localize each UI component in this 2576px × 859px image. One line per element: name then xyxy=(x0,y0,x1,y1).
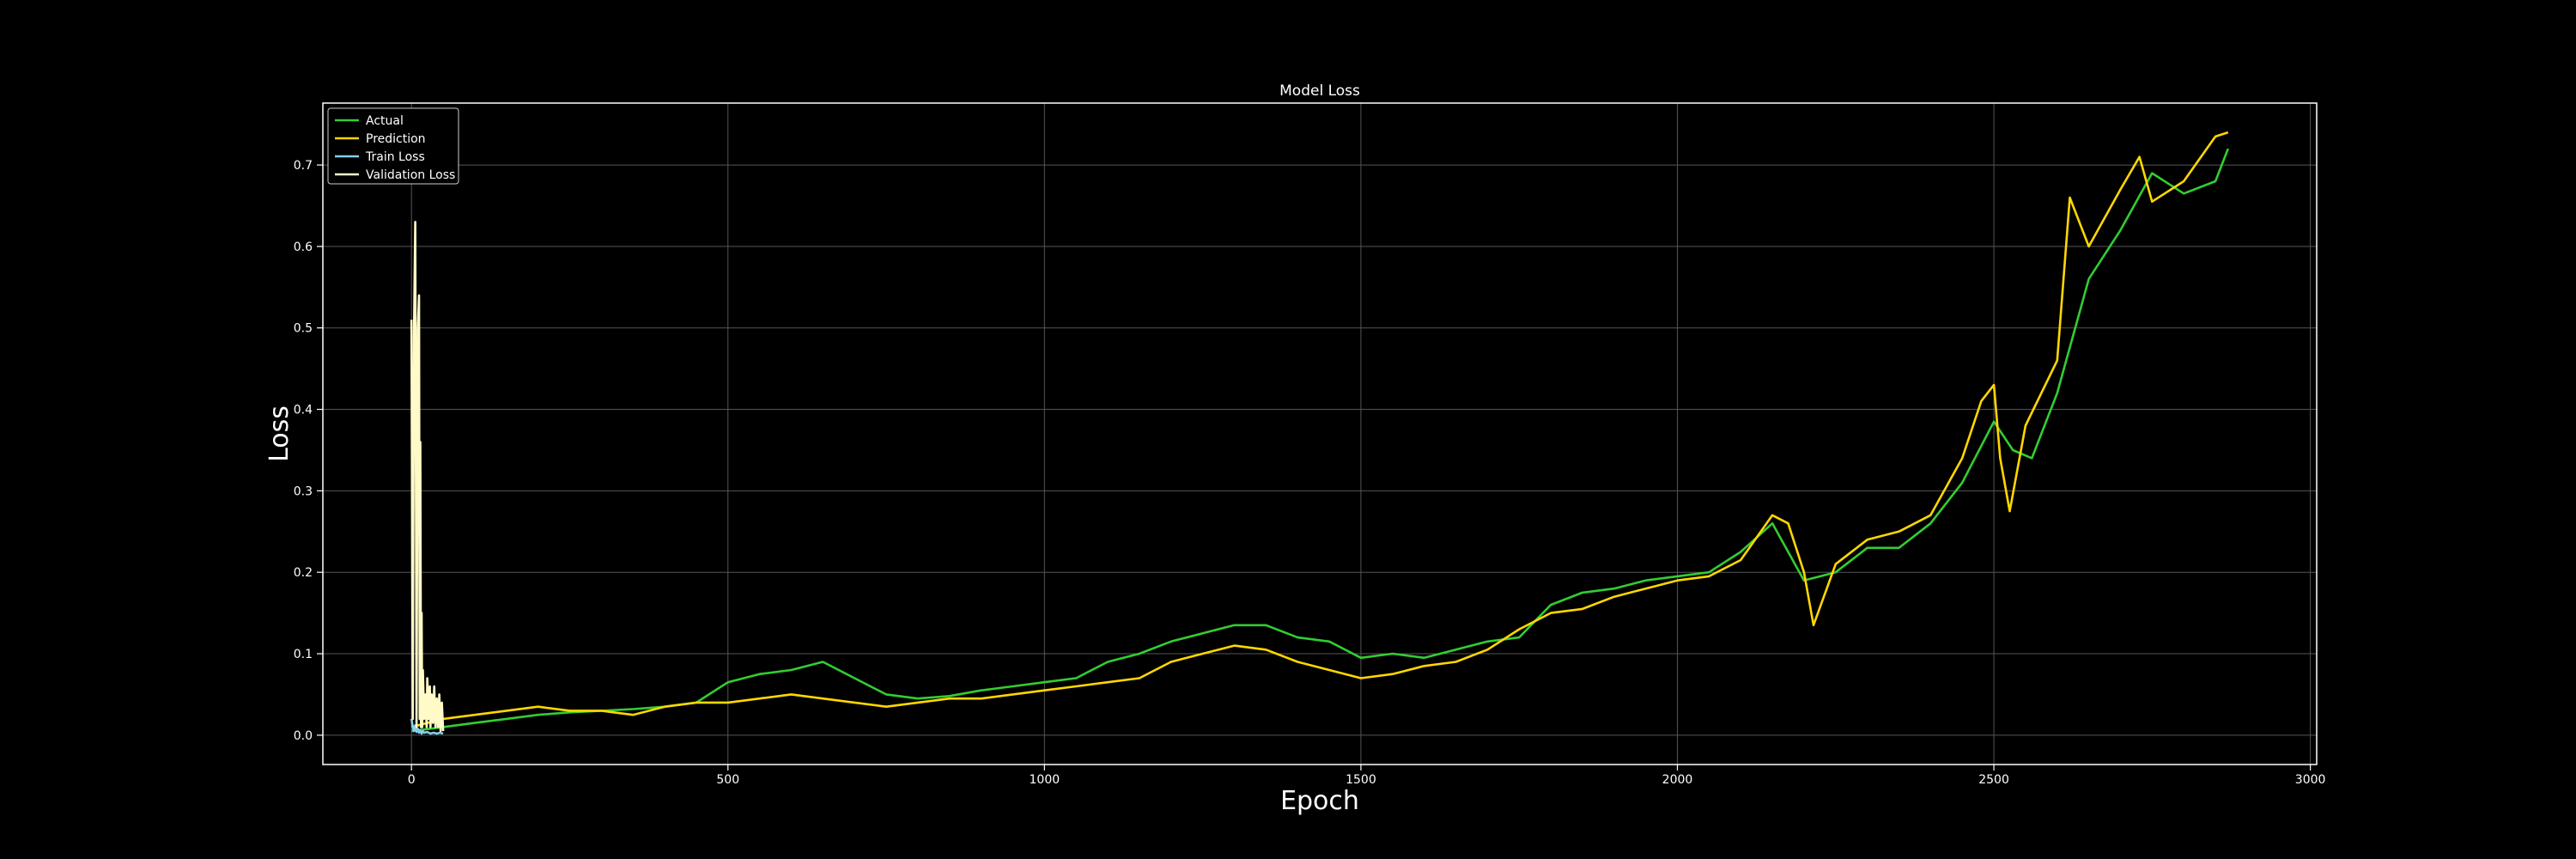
legend: Actual Prediction Train Loss Validation Los… xyxy=(327,107,459,185)
x-tick-label: 1500 xyxy=(1346,773,1376,787)
legend-label-actual: Actual xyxy=(366,114,404,128)
grid xyxy=(323,103,2317,765)
y-tick-label: 0.7 xyxy=(294,159,313,173)
x-tick-label: 2500 xyxy=(1978,773,2009,787)
x-tick-label: 500 xyxy=(716,773,739,787)
y-ticks: 0.0 0.1 0.2 0.3 0.4 0.5 0.6 0.7 xyxy=(294,159,323,743)
series-line-prediction xyxy=(410,131,2229,728)
legend-box xyxy=(327,107,459,185)
y-tick-label: 0.5 xyxy=(294,322,313,336)
plot-frame xyxy=(322,102,2318,765)
y-tick-label: 0.0 xyxy=(294,729,313,743)
y-tick-label: 0.2 xyxy=(294,566,313,580)
chart-title: Model Loss xyxy=(1279,82,1360,100)
series-line-actual xyxy=(411,148,2230,733)
y-tick-label: 0.1 xyxy=(294,648,313,661)
y-tick-label: 0.6 xyxy=(294,241,313,254)
y-tick-label: 0.3 xyxy=(294,484,313,498)
x-tick-label: 1000 xyxy=(1030,773,1060,787)
x-tick-label: 3000 xyxy=(2295,773,2326,787)
legend-label-validation-loss: Validation Loss xyxy=(366,168,455,182)
series-layer xyxy=(410,131,2230,735)
y-tick-label: 0.4 xyxy=(294,404,313,417)
series-line-train-loss xyxy=(410,718,444,735)
x-tick-label: 0 xyxy=(408,773,416,787)
legend-label-train-loss: Train Loss xyxy=(365,150,425,164)
y-axis-label: Loss xyxy=(264,405,295,462)
series-line-validation-loss xyxy=(410,221,445,733)
x-tick-label: 2000 xyxy=(1662,773,1693,787)
x-axis-label: Epoch xyxy=(1280,786,1359,816)
x-ticks: 0 500 1000 1500 2000 2500 3000 xyxy=(408,765,2326,787)
legend-label-prediction: Prediction xyxy=(366,132,426,146)
